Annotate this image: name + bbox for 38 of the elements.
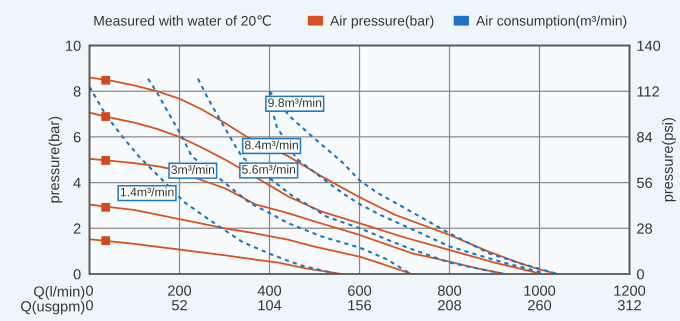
x2-tick-label: 0 bbox=[86, 300, 93, 310]
y2-axis-title: pressure(psi) bbox=[662, 118, 676, 202]
x-tick-label: 800 bbox=[438, 285, 462, 296]
annotation: 9.8m³/min bbox=[268, 98, 322, 108]
y-tick-label: 10 bbox=[66, 40, 81, 51]
x2-tick-label: 208 bbox=[438, 300, 462, 310]
annotation: 1.4m³/min bbox=[120, 187, 174, 196]
x2-tick-label: 52 bbox=[172, 300, 187, 310]
y2-tick-label: 0 bbox=[637, 269, 644, 280]
x2-tick-label: 260 bbox=[528, 300, 552, 310]
annotation: 5.6m³/min bbox=[242, 164, 296, 174]
y2-tick-label: 84 bbox=[637, 132, 652, 142]
x2-tick-label: 312 bbox=[618, 300, 641, 310]
annotation: 3m³/min bbox=[171, 165, 214, 174]
y-tick-label: 0 bbox=[74, 269, 81, 280]
x-tick-label: 1200 bbox=[614, 285, 646, 296]
y2-tick-label: 56 bbox=[637, 178, 652, 188]
x-tick-label: 200 bbox=[168, 285, 192, 296]
y-axis-title: pressure(bar) bbox=[48, 116, 62, 203]
x2-tick-label: 156 bbox=[348, 300, 372, 310]
y-tick-label: 6 bbox=[74, 132, 81, 142]
x-axis-title: Q(l/min) bbox=[34, 286, 84, 300]
x2-tick-label: 104 bbox=[258, 300, 282, 310]
x-tick-label: 600 bbox=[348, 285, 372, 296]
y-tick-label: 8 bbox=[74, 86, 81, 97]
y2-tick-label: 140 bbox=[638, 40, 660, 51]
legend-label: Air pressure(bar) bbox=[330, 15, 434, 28]
y-tick-label: 4 bbox=[73, 178, 81, 188]
y2-tick-label: 28 bbox=[637, 223, 652, 234]
x-tick-label: 0 bbox=[86, 285, 93, 296]
y-tick-label: 2 bbox=[74, 223, 80, 234]
x-tick-label: 400 bbox=[258, 285, 282, 296]
annotation: 8.4m³/min bbox=[244, 140, 298, 150]
legend-label: Air consumption(m³/min) bbox=[476, 15, 626, 28]
x-tick-label: 1000 bbox=[524, 285, 556, 296]
text: Measured with water of 20℃ bbox=[94, 15, 271, 26]
x2-axis-title: Q(usgpm) bbox=[21, 300, 84, 314]
y2-tick-label: 112 bbox=[638, 86, 659, 96]
